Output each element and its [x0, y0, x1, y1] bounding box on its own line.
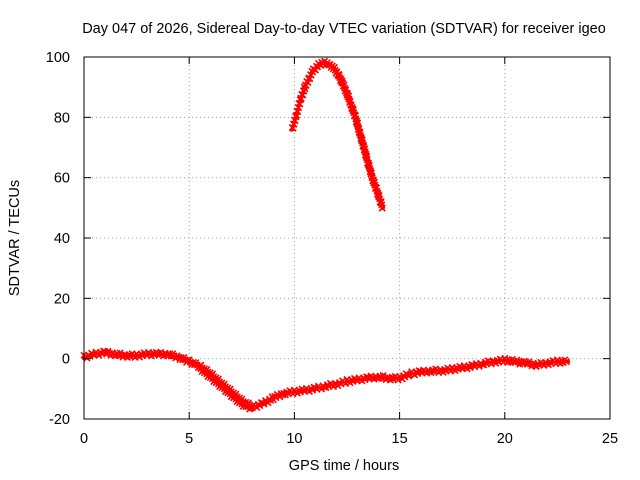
data-point — [323, 383, 329, 389]
data-point — [460, 365, 465, 370]
data-point — [176, 354, 181, 360]
data-point — [311, 68, 316, 73]
data-point — [370, 175, 375, 180]
data-point — [513, 359, 518, 364]
data-point — [298, 97, 303, 102]
data-point — [344, 91, 350, 96]
data-point — [323, 60, 329, 66]
data-point — [292, 389, 297, 395]
y-tick-label: 100 — [46, 50, 70, 66]
y-tick-label: 40 — [54, 231, 70, 247]
data-point — [365, 376, 371, 381]
data-point — [376, 374, 381, 379]
x-tick-label: 15 — [392, 431, 408, 447]
data-point — [290, 127, 295, 132]
data-point — [340, 81, 345, 87]
data-point — [334, 382, 339, 387]
data-point — [357, 130, 362, 135]
data-point — [294, 112, 299, 117]
data-point — [144, 351, 150, 357]
data-point — [92, 351, 97, 357]
data-point — [302, 388, 308, 393]
data-point — [327, 62, 333, 67]
data-point — [218, 383, 223, 389]
data-point — [386, 376, 392, 381]
data-point — [355, 377, 360, 382]
data-point — [165, 351, 171, 357]
y-tick-label: -20 — [49, 412, 70, 428]
data-marks — [80, 57, 571, 413]
data-point — [315, 63, 320, 69]
data-point — [123, 353, 129, 358]
data-point — [365, 160, 371, 165]
x-tick-label: 25 — [602, 431, 618, 447]
data-point — [481, 360, 486, 366]
data-point — [336, 72, 341, 78]
data-point — [229, 392, 234, 398]
data-point — [380, 205, 385, 211]
y-axis-label: SDTVAR / TECUs — [7, 180, 23, 296]
data-point — [332, 66, 337, 72]
data-point — [313, 386, 318, 392]
data-point — [523, 360, 529, 366]
data-point — [260, 401, 266, 407]
data-point — [397, 376, 402, 381]
series-main-trace — [80, 347, 571, 412]
data-point — [544, 360, 550, 366]
data-point — [349, 103, 354, 108]
data-point — [555, 359, 560, 364]
y-tick-label: 20 — [54, 291, 70, 307]
data-point — [239, 401, 244, 407]
data-point — [271, 395, 276, 401]
x-axis: 0 5 10 15 20 25 — [80, 57, 618, 447]
y-tick-label: 0 — [62, 352, 70, 368]
x-axis-label: GPS time / hours — [289, 458, 399, 474]
data-point — [374, 187, 379, 192]
y-axis: -20 0 20 40 60 80 100 — [46, 50, 610, 428]
chart-title: Day 047 of 2026, Sidereal Day-to-day VTE… — [82, 21, 606, 37]
x-tick-label: 0 — [80, 431, 88, 447]
data-point — [492, 359, 497, 364]
data-point — [361, 145, 367, 150]
data-point — [502, 357, 507, 363]
series-secondary-trace — [196, 362, 255, 413]
data-point — [250, 406, 255, 411]
x-tick-label: 20 — [497, 431, 513, 447]
x-tick-label: 10 — [286, 431, 302, 447]
data-point — [565, 359, 571, 364]
data-point — [302, 84, 308, 90]
data-point — [319, 60, 324, 66]
y-tick-label: 60 — [54, 171, 70, 187]
data-point — [344, 379, 350, 384]
data-point — [155, 351, 160, 357]
y-tick-label: 80 — [54, 110, 70, 126]
data-point — [187, 359, 192, 364]
data-point — [439, 368, 444, 373]
data-point — [534, 362, 539, 367]
data-point — [407, 371, 413, 376]
data-point — [418, 370, 423, 375]
x-tick-label: 5 — [185, 431, 193, 447]
data-point — [197, 365, 202, 370]
data-point — [353, 115, 358, 120]
data-point — [450, 367, 455, 372]
series-arc — [288, 57, 386, 212]
data-point — [471, 364, 476, 369]
data-point — [102, 350, 108, 355]
data-point — [134, 353, 139, 358]
data-point — [208, 374, 213, 379]
data-point — [306, 75, 312, 81]
data-point — [113, 351, 118, 357]
data-point — [378, 199, 383, 204]
data-point — [428, 368, 434, 373]
data-point — [281, 391, 287, 396]
